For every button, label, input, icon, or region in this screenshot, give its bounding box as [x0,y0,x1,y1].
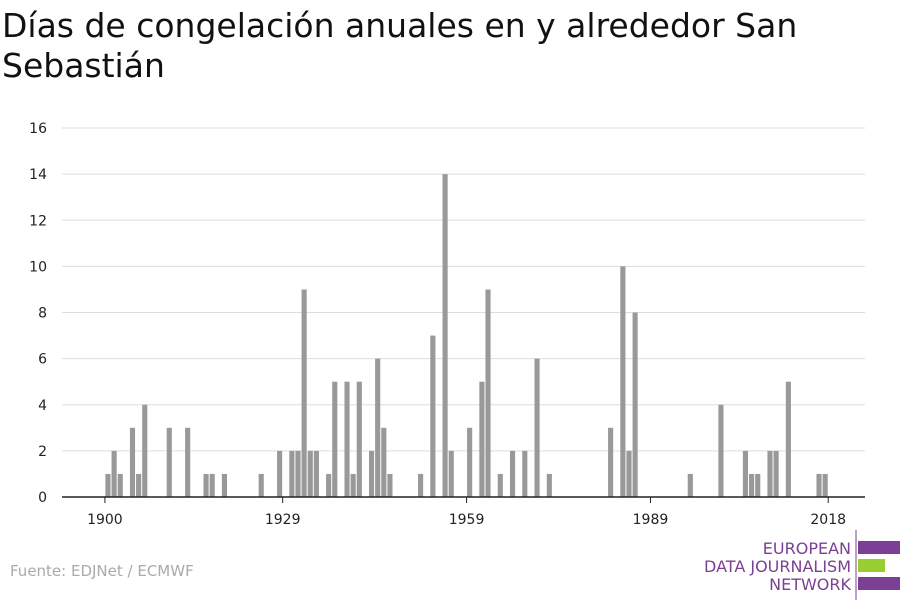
bar [313,450,319,497]
y-tick-label: 12 [29,213,47,229]
logo-text: DATA JOURNALISM [704,557,851,576]
bar [467,427,473,497]
bar [632,312,638,497]
x-tick-label: 1929 [265,512,301,528]
bar [221,473,228,497]
bar [307,450,313,497]
y-tick-label: 16 [29,121,47,137]
bar [356,381,362,497]
x-tick-label: 1989 [633,512,669,528]
bar [105,473,111,497]
bar [822,473,828,497]
bar [332,381,338,497]
bar [295,450,301,497]
x-tick-label: 1900 [87,512,123,528]
bar [442,174,448,497]
bar [497,473,503,497]
y-tick-label: 4 [38,398,47,414]
bar [546,473,552,497]
bar [755,473,761,497]
bar [448,450,454,497]
bar [767,450,773,497]
bar [381,427,387,497]
bar [534,358,540,497]
bar [479,381,485,497]
x-tick-label: 2018 [810,512,846,528]
bar [687,473,693,497]
bar [111,450,117,497]
bar [344,381,350,497]
bar [430,335,436,497]
bar [742,450,749,497]
y-tick-label: 8 [38,306,47,322]
logo-bar [858,559,885,572]
x-tick-label: 1959 [449,512,485,528]
bar [387,473,393,497]
y-tick-label: 2 [38,444,47,460]
bar [718,404,724,497]
bar [136,473,142,497]
bar [326,473,332,497]
bar [773,450,779,497]
bar [626,450,632,497]
bar [142,404,148,497]
logo-text: NETWORK [769,575,851,594]
logo-bar [858,577,900,590]
logo-text: EUROPEAN [763,539,851,558]
bar [258,473,264,497]
bar [289,450,295,497]
bar [749,473,755,497]
bar [350,473,356,497]
bar [608,427,614,497]
bar [522,450,528,497]
bar [620,266,626,497]
bar [185,427,191,497]
bar [816,473,822,497]
y-tick-label: 0 [38,490,47,506]
bar [166,427,172,497]
logo-bar [858,541,900,554]
y-tick-label: 14 [29,167,47,183]
chart-title: Días de congelación anuales en y alreded… [2,6,798,85]
bar [209,473,215,497]
bar [785,381,791,497]
bar [485,289,491,497]
bar [277,450,283,497]
y-tick-label: 10 [29,259,47,275]
bar [375,358,381,497]
bar [203,473,209,497]
y-tick-label: 6 [38,352,47,368]
bar [509,450,516,497]
bar [129,427,136,497]
bar [117,473,123,497]
bar [418,473,424,497]
bar [368,450,375,497]
source: Fuente: EDJNet / ECMWF [10,562,194,580]
bar [301,289,307,497]
